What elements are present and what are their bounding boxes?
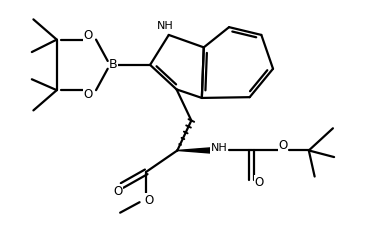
Text: O: O xyxy=(278,139,288,152)
Text: B: B xyxy=(109,58,118,71)
Text: O: O xyxy=(114,185,123,198)
Text: O: O xyxy=(144,194,153,207)
Text: NH: NH xyxy=(211,143,227,153)
Text: O: O xyxy=(83,88,93,101)
Text: NH: NH xyxy=(157,21,174,31)
Text: O: O xyxy=(254,176,264,189)
Text: O: O xyxy=(83,29,93,42)
Polygon shape xyxy=(177,148,212,153)
